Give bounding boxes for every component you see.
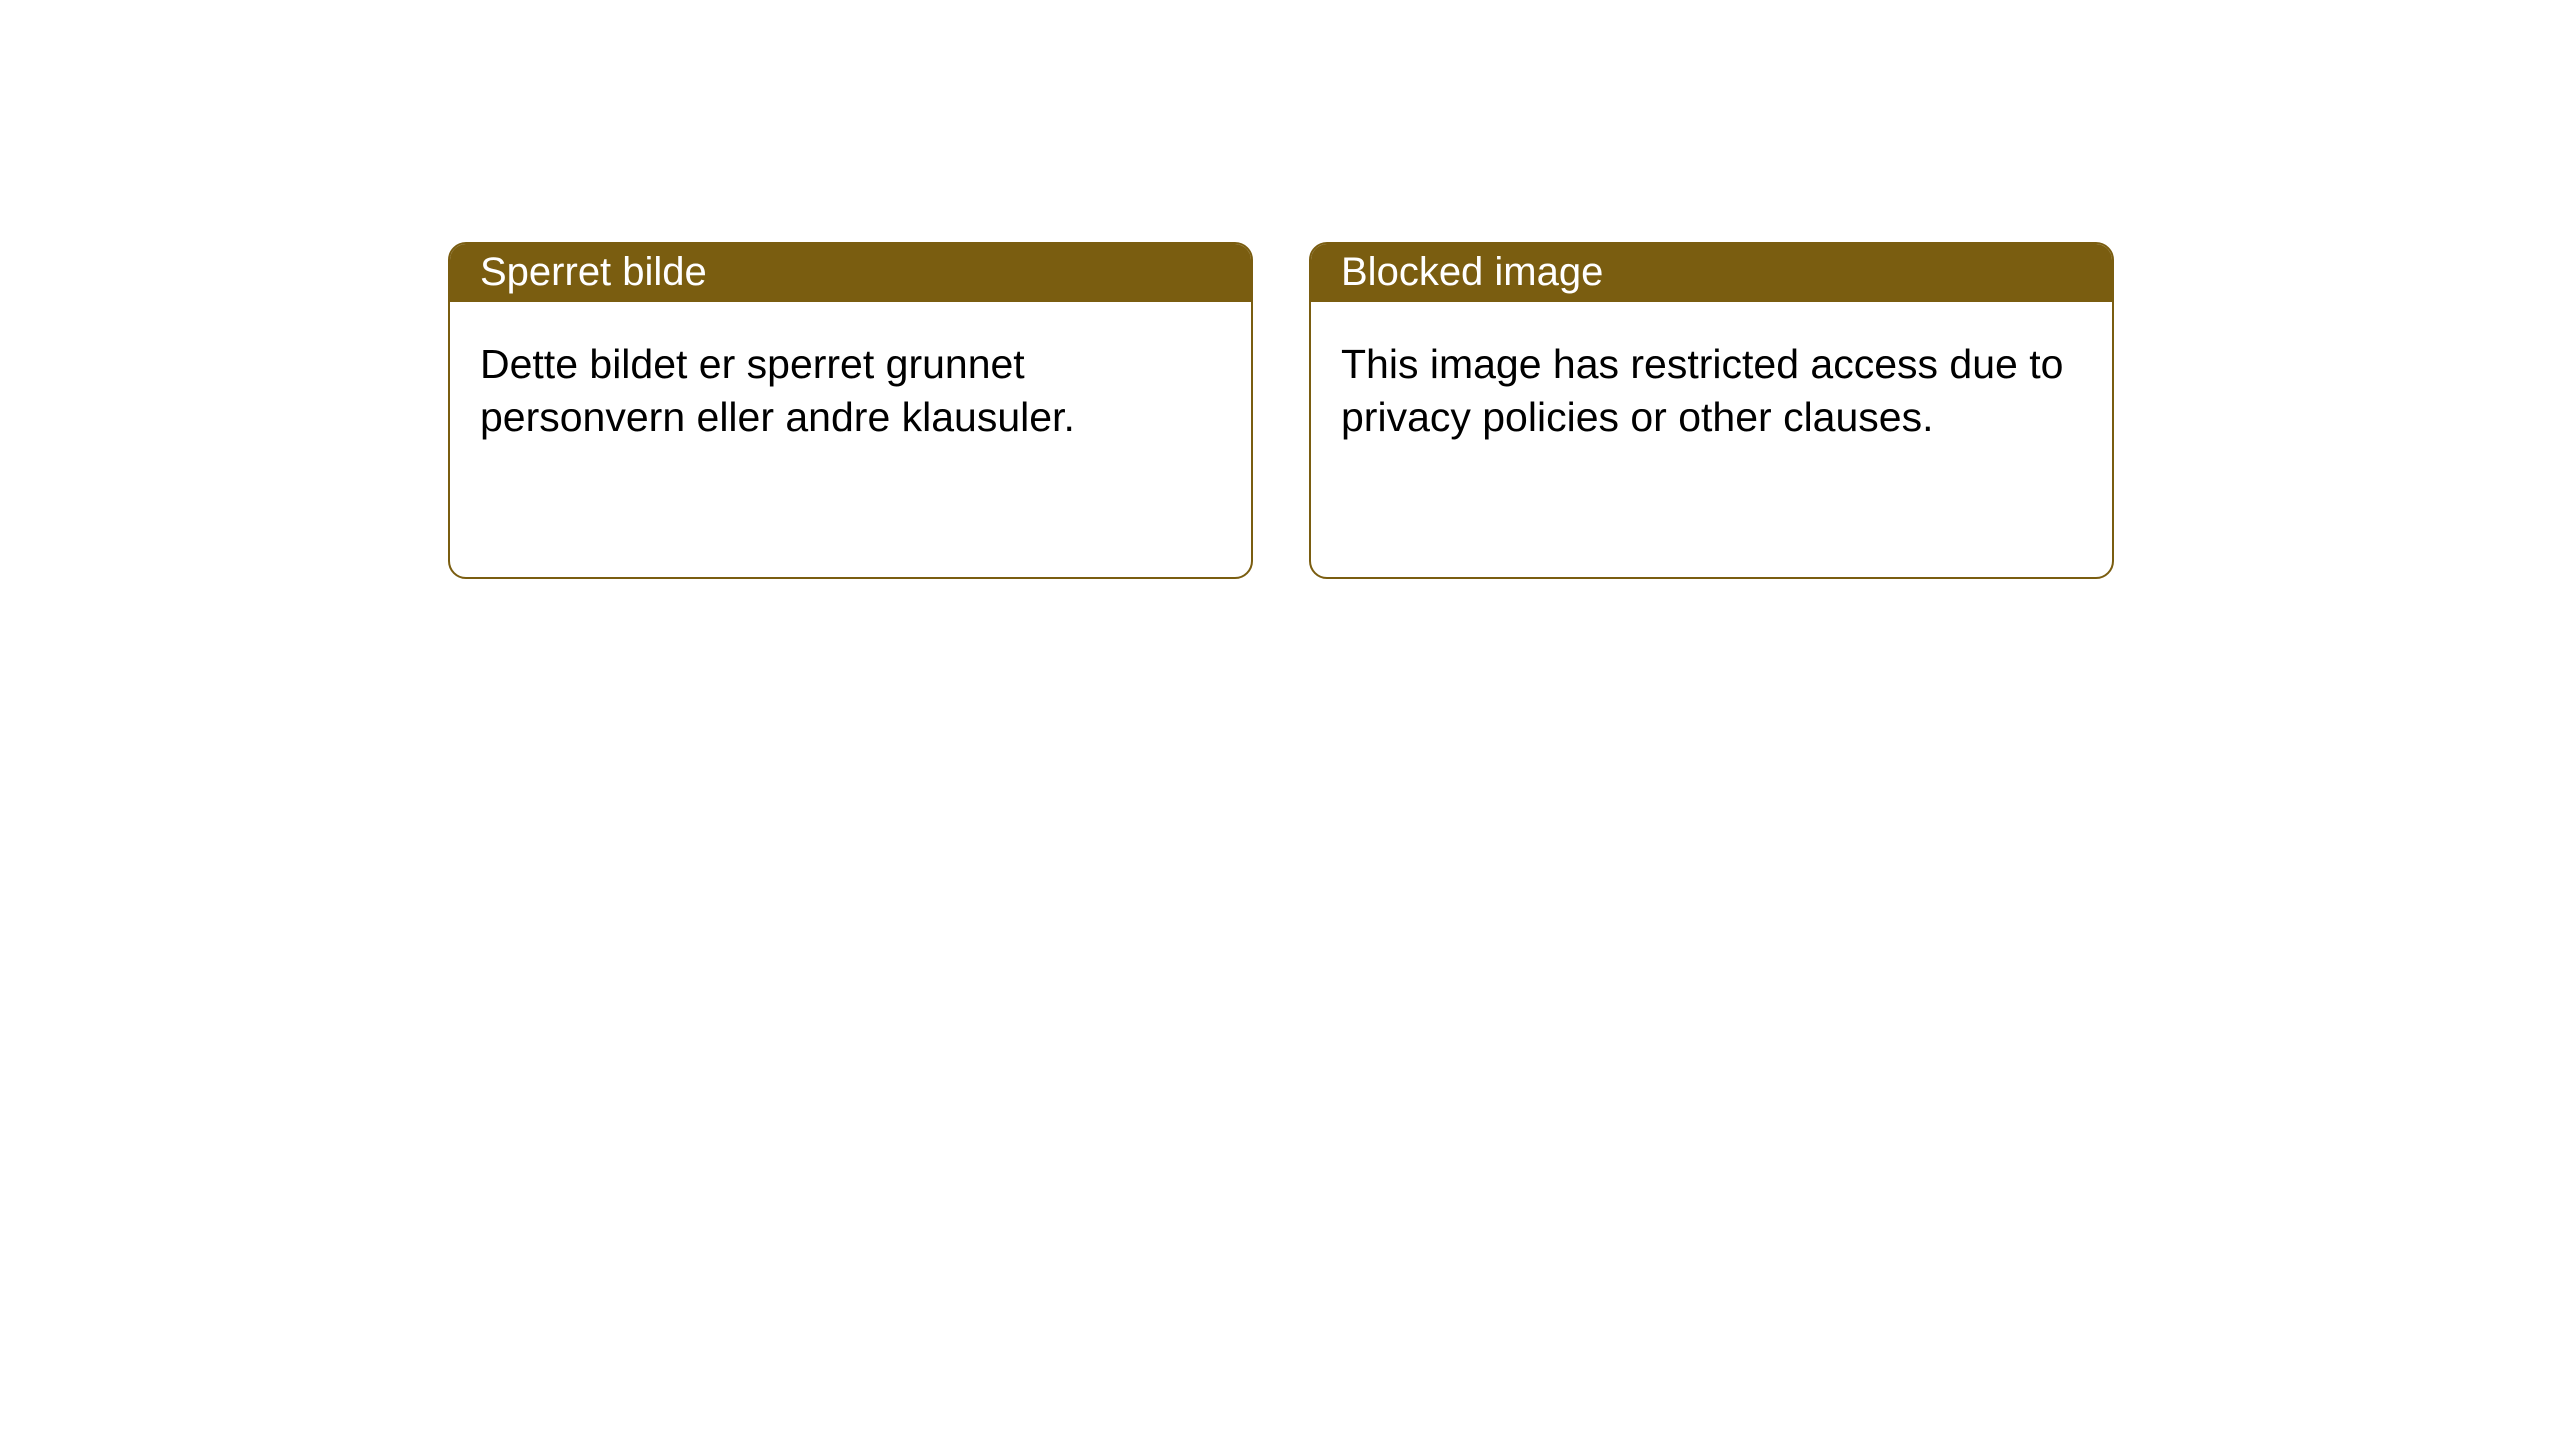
notice-title: Sperret bilde	[480, 250, 707, 295]
notice-body-text: This image has restricted access due to …	[1341, 341, 2063, 440]
notice-title: Blocked image	[1341, 250, 1603, 295]
notice-body-text: Dette bildet er sperret grunnet personve…	[480, 341, 1075, 440]
notice-header: Sperret bilde	[450, 244, 1251, 302]
notice-box-english: Blocked image This image has restricted …	[1309, 242, 2114, 579]
notice-body: This image has restricted access due to …	[1311, 302, 2112, 475]
notice-header: Blocked image	[1311, 244, 2112, 302]
notice-body: Dette bildet er sperret grunnet personve…	[450, 302, 1251, 475]
notice-box-norwegian: Sperret bilde Dette bildet er sperret gr…	[448, 242, 1253, 579]
notices-container: Sperret bilde Dette bildet er sperret gr…	[0, 0, 2560, 579]
